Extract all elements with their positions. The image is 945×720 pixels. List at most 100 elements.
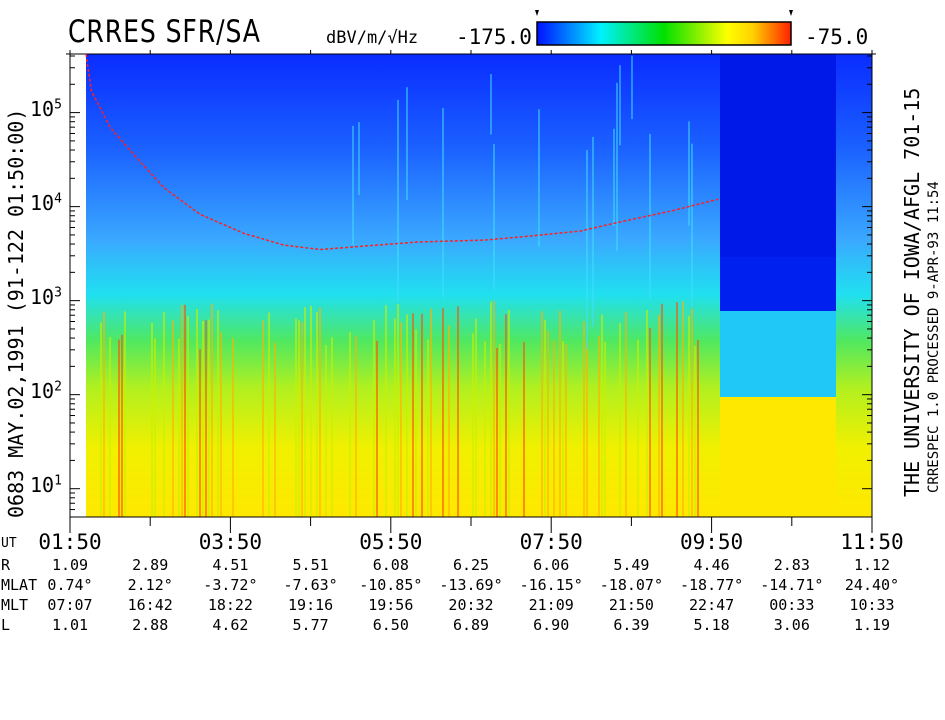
ephemeris-value: -10.85° — [359, 576, 423, 594]
spectral-streak — [427, 339, 429, 517]
y-tick-exponent: 4 — [54, 190, 62, 206]
spectral-streak — [298, 320, 300, 517]
spectral-streak — [592, 136, 594, 328]
spectral-streak — [196, 308, 198, 517]
spectral-streak — [316, 312, 318, 517]
spectral-streak — [397, 304, 399, 517]
y-tick-label: 101 — [30, 472, 62, 497]
ephemeris-value: 22:47 — [689, 596, 735, 614]
spectral-streak — [331, 337, 333, 517]
data-gap-block — [720, 54, 836, 257]
spectral-streak — [562, 340, 564, 517]
ephemeris-value: 16:42 — [127, 596, 173, 614]
spectral-streak — [688, 315, 690, 517]
ephemeris-value: 6.06 — [533, 556, 570, 574]
spectral-streak — [199, 349, 201, 517]
spectral-streak — [100, 322, 102, 517]
spectral-streak — [538, 109, 540, 247]
spectral-streak — [406, 314, 408, 517]
spectral-streak — [202, 320, 204, 517]
y-tick-exponent: 5 — [54, 96, 62, 112]
chart-title: CRRES SFR/SA — [68, 14, 261, 50]
ephemeris-value: 1.09 — [51, 556, 89, 574]
spectral-streak — [496, 348, 498, 517]
spectral-streak — [586, 342, 588, 517]
ephemeris-value: 5.18 — [693, 616, 730, 634]
spectral-streak — [406, 87, 408, 201]
spectral-streak — [541, 311, 543, 517]
spectral-streak — [268, 312, 270, 517]
spectral-streak — [121, 334, 123, 517]
spectral-streak — [544, 319, 546, 517]
spectral-streak — [688, 121, 690, 226]
spectral-streak — [661, 303, 663, 517]
x-tick-label: 09:50 — [679, 530, 744, 554]
spectral-streak — [682, 301, 684, 517]
spectral-streak — [613, 128, 615, 226]
ephemeris-value: 6.50 — [372, 616, 409, 634]
red-trace-line — [85, 53, 719, 251]
spectral-streak — [430, 308, 432, 517]
spectral-streak — [646, 310, 648, 517]
spectral-streak — [181, 304, 183, 517]
ephemeris-value: 21:09 — [528, 596, 574, 614]
spectral-streak — [490, 301, 492, 517]
ephemeris-value: -7.63° — [283, 576, 338, 594]
y-tick-label: 105 — [30, 96, 62, 121]
x-tick-label: 11:50 — [840, 530, 904, 554]
spectral-streak — [493, 300, 495, 517]
ephemeris-value: 6.08 — [372, 556, 409, 574]
spectral-streak — [508, 310, 510, 517]
spectral-streak — [475, 318, 477, 517]
ephemeris-value: 5.51 — [292, 556, 329, 574]
ephemeris-value: 20:32 — [448, 596, 494, 614]
ephemeris-value: 24.40° — [844, 576, 900, 594]
spectral-streak — [658, 314, 660, 517]
colorbar-max-label: -75.0 — [805, 25, 869, 49]
colorbar-min-marker — [535, 10, 539, 16]
spectral-streak — [601, 314, 603, 517]
spectral-streak — [691, 308, 693, 517]
ephemeris-value: 4.62 — [212, 616, 249, 634]
spectral-streak — [385, 305, 387, 517]
spectral-streak — [205, 320, 207, 517]
spectral-streak — [358, 122, 360, 195]
spectral-streak — [325, 345, 327, 517]
spectral-streak — [484, 341, 486, 517]
spectral-streak — [472, 333, 474, 517]
spectral-streak — [631, 55, 633, 120]
spectral-streak — [619, 65, 621, 146]
ephemeris-value: 6.25 — [452, 556, 490, 574]
ephemeris-value: 4.51 — [212, 556, 249, 574]
ephemeris-value: -3.72° — [203, 576, 258, 594]
ephemeris-value: 1.01 — [51, 616, 89, 634]
spectral-streak — [676, 302, 678, 517]
spectral-streak — [421, 313, 423, 517]
data-gap-block — [720, 257, 836, 311]
spectral-streak — [619, 323, 621, 517]
spectral-streak — [586, 149, 588, 350]
spectral-streak — [493, 144, 495, 290]
spectral-streak — [220, 332, 222, 517]
ephemeris-row-label: MLAT — [1, 576, 38, 594]
spectral-streak — [649, 327, 651, 517]
spectral-streak — [637, 339, 639, 517]
spectral-streak — [310, 305, 312, 517]
ephemeris-value: -16.15° — [519, 576, 583, 594]
spectral-streak — [553, 340, 555, 517]
ephemeris-value: 6.90 — [533, 616, 570, 634]
spectral-streak — [442, 107, 444, 298]
spectral-streak — [184, 304, 186, 517]
spectral-streak — [523, 342, 525, 517]
ephemeris-value: 1.12 — [853, 556, 891, 574]
spectral-streak — [691, 143, 693, 307]
ephemeris-value: 2.83 — [773, 556, 810, 574]
spectral-streak — [694, 345, 696, 517]
spectral-streak — [547, 330, 549, 517]
y-tick-label: 103 — [30, 284, 62, 309]
spectral-streak — [697, 340, 699, 517]
spectrogram-data-end — [836, 54, 872, 517]
spectral-streak — [262, 320, 264, 517]
